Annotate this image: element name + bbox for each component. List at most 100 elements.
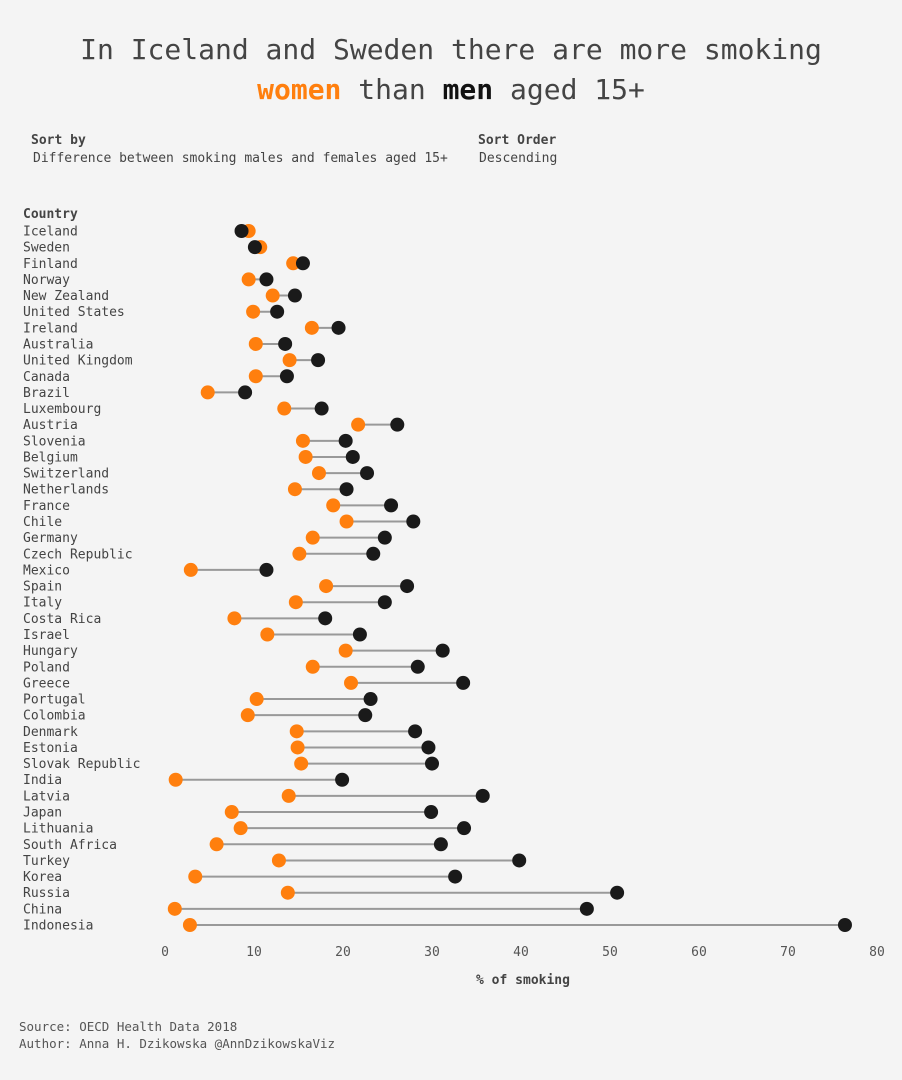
women-dot [227,611,242,626]
women-dot [287,482,302,497]
men-dot [400,579,415,594]
women-dot [339,514,354,529]
men-dot [238,385,253,400]
x-axis-title: % of smoking [476,973,570,988]
women-dot [280,885,295,900]
men-dot [360,466,375,481]
men-dot [259,272,274,287]
women-dot [298,449,313,464]
men-dot [366,546,381,561]
country-label: France [23,499,70,514]
country-label: Canada [23,370,70,385]
country-label: Latvia [23,789,70,804]
country-label: Japan [23,806,62,821]
country-label: Switzerland [23,467,109,482]
country-label: Korea [23,870,62,885]
women-dot [311,466,326,481]
men-dot [408,724,423,739]
men-dot [579,901,594,916]
men-dot [247,240,262,255]
men-dot [295,256,310,271]
country-label: Costa Rica [23,612,101,627]
men-dot [270,304,285,319]
country-label: Brazil [23,386,70,401]
country-label: Poland [23,660,70,675]
title-women: women [257,73,342,106]
country-label: Spain [23,580,62,595]
men-dot [335,772,350,787]
country-label: Germany [23,531,78,546]
country-label: Iceland [23,225,78,240]
x-tick-label: 0 [161,945,169,960]
title-line-2: women than men aged 15+ [0,70,902,110]
women-dot [305,659,320,674]
women-dot [271,853,286,868]
country-label: Belgium [23,450,78,465]
men-dot [610,885,625,900]
country-label: Russia [23,886,70,901]
men-dot [512,853,527,868]
women-dot [188,869,203,884]
men-dot [457,821,472,836]
men-dot [424,805,439,820]
men-dot [377,530,392,545]
women-dot [305,530,320,545]
country-label: Norway [23,273,70,288]
men-dot [339,482,354,497]
women-dot [209,837,224,852]
x-tick-label: 20 [335,945,351,960]
title-men: men [442,73,494,106]
x-tick-label: 30 [424,945,440,960]
country-label: Sweden [23,241,70,256]
women-dot [351,417,366,432]
men-dot [456,675,471,690]
sort-order-control[interactable]: Sort Order Descending [478,132,557,168]
men-dot [331,320,346,335]
chart-title: In Iceland and Sweden there are more smo… [0,30,902,110]
country-label: Mexico [23,563,70,578]
author-text: Author: Anna H. Dzikowska @AnnDzikowskaV… [19,1036,336,1051]
x-tick-label: 40 [513,945,529,960]
women-dot [200,385,215,400]
men-dot [259,562,274,577]
men-dot [314,401,329,416]
sort-by-control[interactable]: Sort by Difference between smoking males… [31,132,461,168]
women-dot [290,740,305,755]
women-dot [319,579,334,594]
footer: Source: OECD Health Data 2018 Author: An… [19,1018,335,1052]
men-dot [435,643,450,658]
country-label: Indonesia [23,919,93,934]
country-label: Greece [23,676,70,691]
men-dot [278,336,293,351]
men-dot [311,353,326,368]
country-label: New Zealand [23,289,109,304]
men-dot [433,837,448,852]
women-dot [295,433,310,448]
x-tick-label: 70 [780,945,796,960]
women-dot [240,708,255,723]
women-dot [224,805,239,820]
country-label: Luxembourg [23,402,101,417]
women-dot [167,901,182,916]
women-dot [289,724,304,739]
men-dot [279,369,294,384]
country-label: Portugal [23,693,86,708]
country-label: Finland [23,257,78,272]
men-dot [448,869,463,884]
women-dot [304,320,319,335]
men-dot [234,224,249,238]
title-line-1: In Iceland and Sweden there are more smo… [80,33,822,66]
country-label: Czech Republic [23,547,133,562]
women-dot [288,595,303,610]
women-dot [249,692,264,707]
x-tick-label: 50 [602,945,618,960]
country-label: Italy [23,596,62,611]
country-label: Lithuania [23,822,93,837]
sort-by-select[interactable]: Difference between smoking males and fem… [33,151,448,166]
women-dot [286,256,301,271]
country-label: Colombia [23,709,86,724]
x-tick-label: 60 [691,945,707,960]
country-label: South Africa [23,838,117,853]
sort-order-select[interactable]: Descending [479,151,558,166]
women-dot [294,756,309,771]
